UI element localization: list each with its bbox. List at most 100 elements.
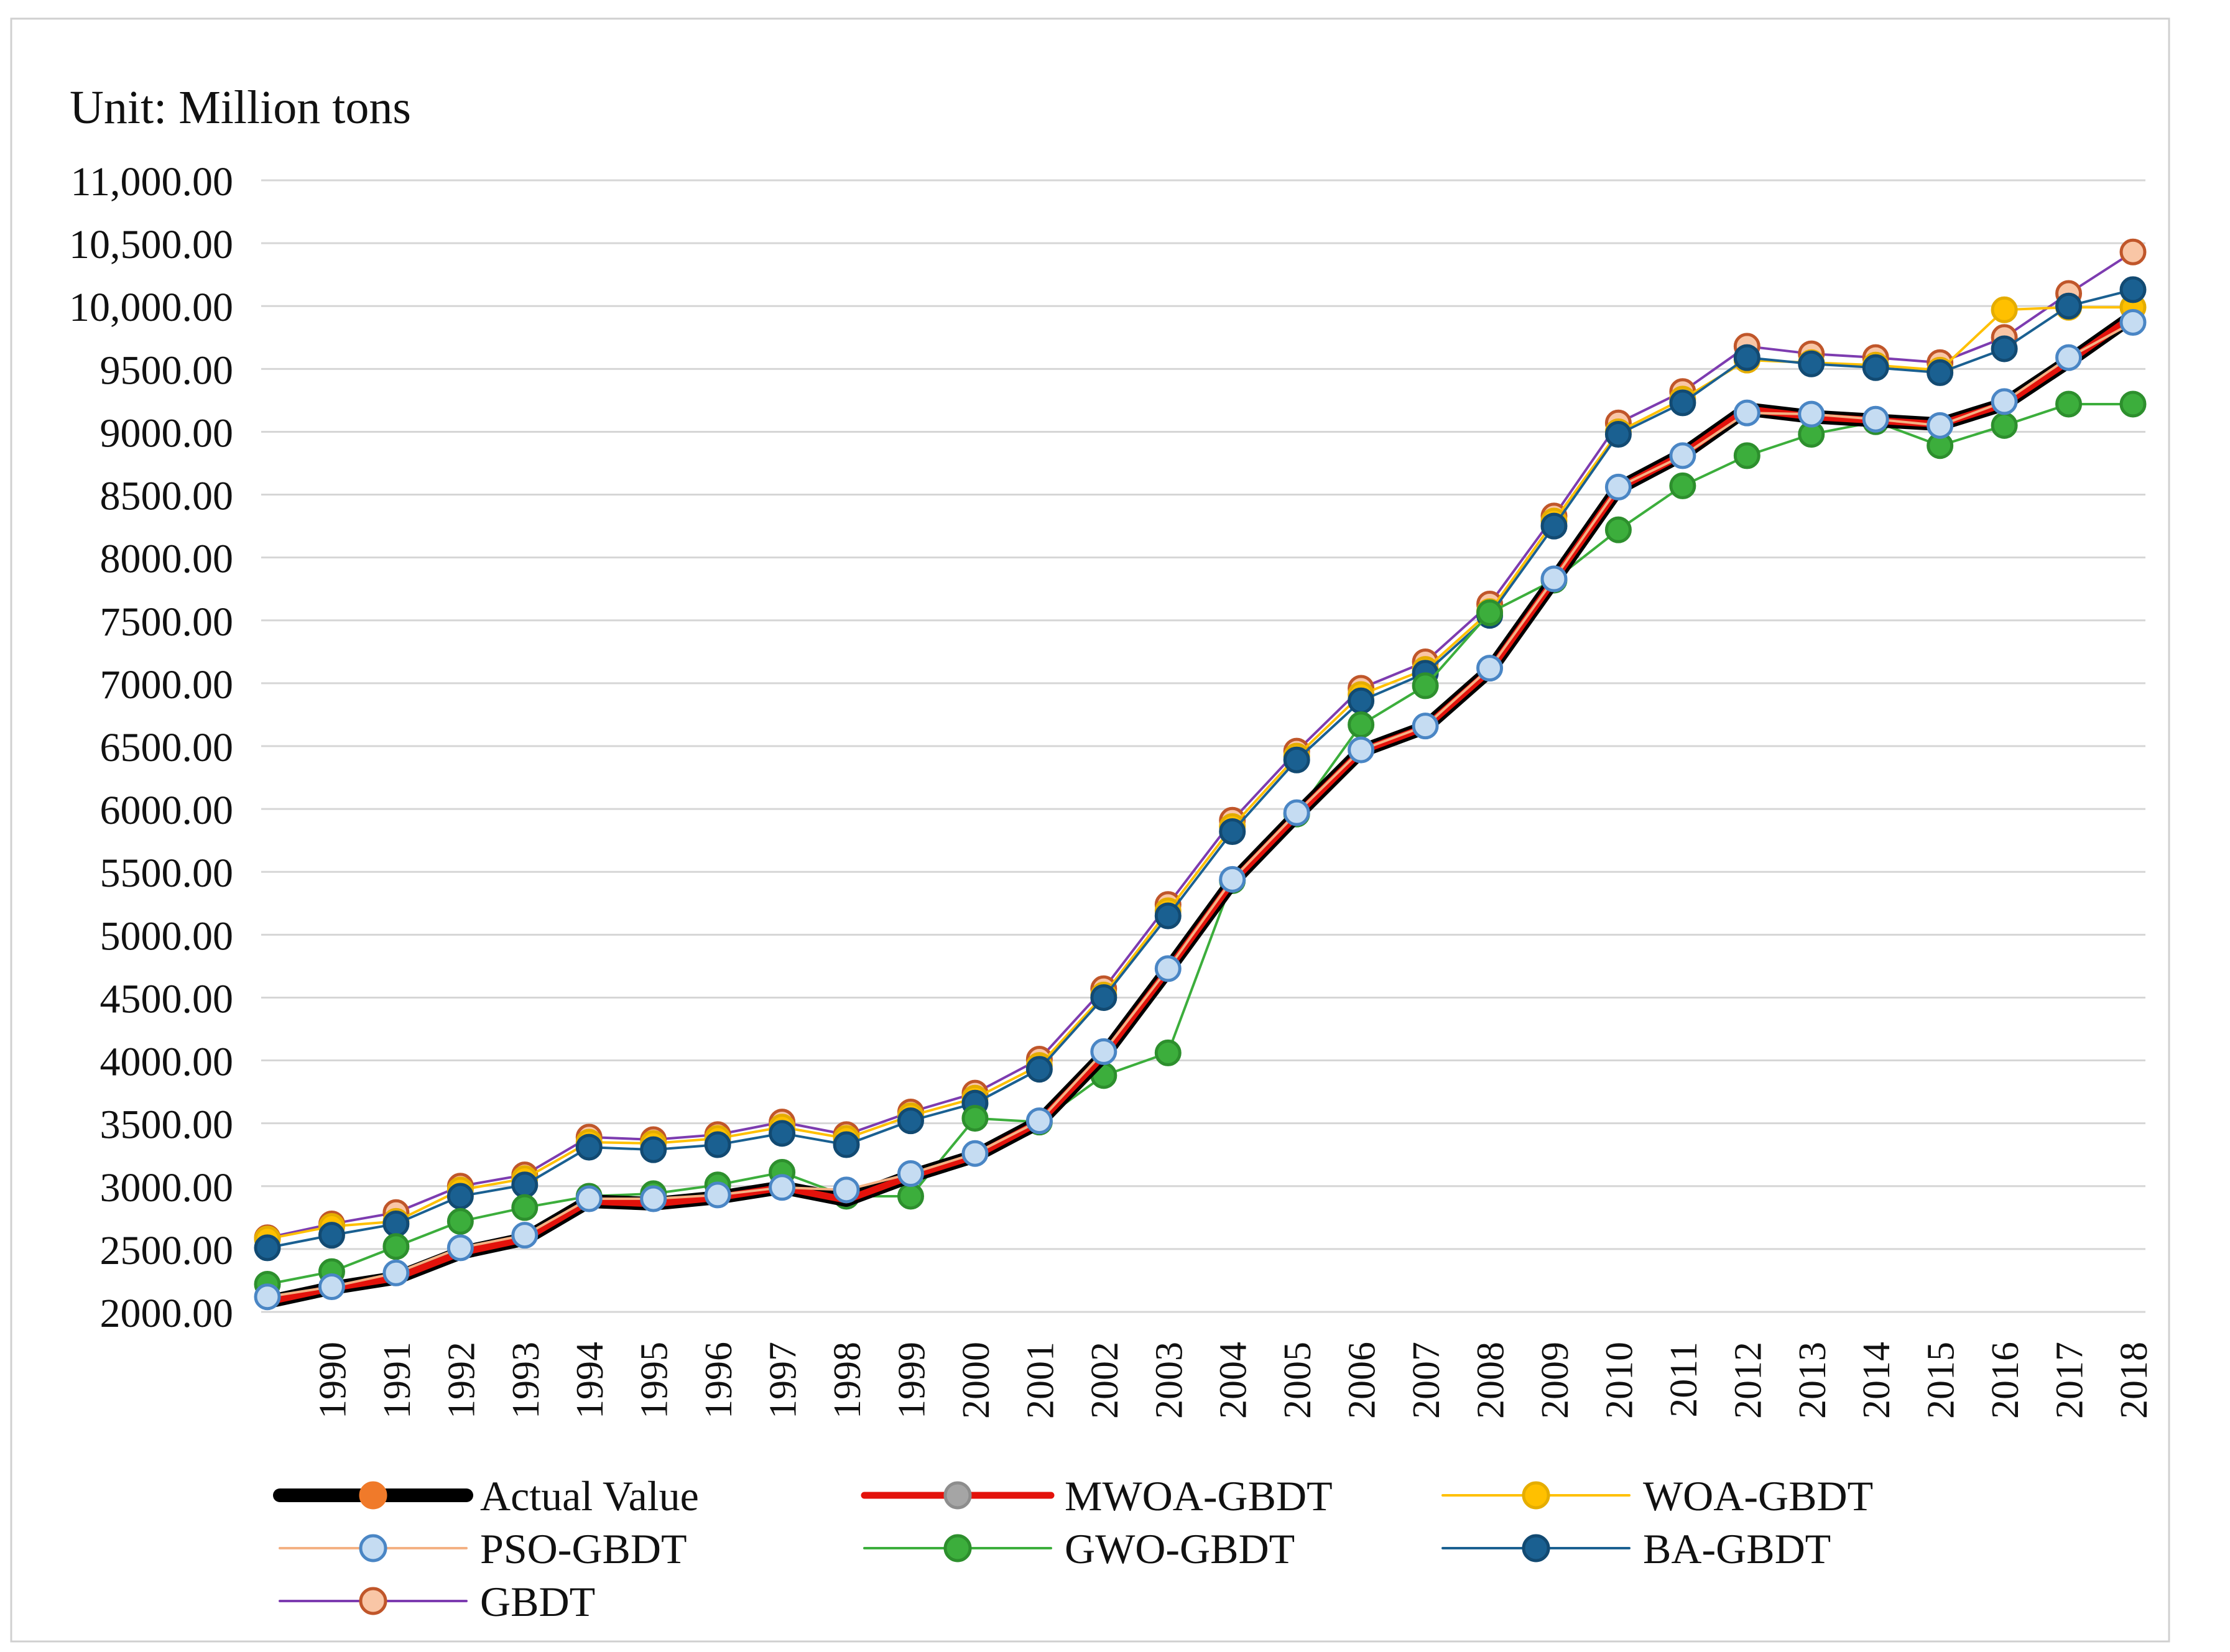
data-point <box>1154 955 1182 982</box>
series-ba-gbdt <box>254 276 2147 1262</box>
data-point <box>318 1273 345 1301</box>
data-point <box>382 1233 410 1260</box>
legend-label: PSO-GBDT <box>480 1525 687 1572</box>
legend-label: MWOA-GBDT <box>1065 1472 1333 1520</box>
x-tick-label: 2010 <box>1598 1342 1640 1419</box>
legend-swatch-marker <box>1522 1481 1550 1510</box>
x-tick-label: 2014 <box>1856 1342 1898 1419</box>
y-axis-ticks: 2000.00 2500.00 3000.00 3500.00 4000.00 4500.… <box>69 159 233 1336</box>
x-tick-label: 2001 <box>1019 1342 1062 1419</box>
legend-item: GWO-GBDT <box>863 1525 1295 1572</box>
legend-label: GBDT <box>480 1578 595 1625</box>
data-point <box>1283 799 1310 826</box>
data-point <box>1604 516 1632 543</box>
data-point <box>897 1107 924 1135</box>
y-tick-label: 3000.00 <box>100 1165 234 1211</box>
x-tick-label: 2018 <box>2113 1342 2155 1419</box>
y-tick-label: 10,500.00 <box>69 222 233 267</box>
series-pso-gbdt <box>254 309 2147 1311</box>
data-point <box>511 1222 539 1249</box>
data-point <box>511 1194 539 1221</box>
y-tick-label: 9500.00 <box>100 348 234 393</box>
unit-label: Unit: Million tons <box>70 81 411 134</box>
x-tick-label: 2016 <box>1984 1342 2027 1419</box>
legend-item: Actual Value <box>273 1472 699 1520</box>
y-tick-label: 5500.00 <box>100 851 234 896</box>
x-tick-label: 1998 <box>826 1342 869 1419</box>
x-tick-label: 2015 <box>1920 1342 1963 1419</box>
data-point <box>511 1171 539 1199</box>
data-point <box>382 1259 410 1286</box>
y-tick-label: 6000.00 <box>100 788 234 833</box>
data-point <box>1733 344 1760 371</box>
data-point <box>1991 412 2018 439</box>
data-point <box>2055 292 2083 320</box>
data-point <box>961 1105 989 1132</box>
legend-label: GWO-GBDT <box>1065 1525 1295 1572</box>
data-point <box>640 1136 667 1163</box>
x-tick-label: 2008 <box>1470 1342 1512 1419</box>
y-tick-label: 7000.00 <box>100 662 234 708</box>
legend-label: Actual Value <box>480 1472 699 1520</box>
data-point <box>1927 412 1954 439</box>
x-tick-label: 2000 <box>955 1342 997 1419</box>
data-point <box>446 1234 474 1262</box>
data-point <box>1862 405 1889 433</box>
data-point <box>1927 359 1954 386</box>
x-tick-label: 2012 <box>1727 1342 1769 1419</box>
data-point <box>1154 1039 1182 1066</box>
data-point <box>1219 865 1246 893</box>
data-point <box>1476 655 1504 682</box>
data-point <box>1476 599 1504 627</box>
legend-label: WOA-GBDT <box>1643 1472 1873 1520</box>
y-tick-label: 4000.00 <box>100 1040 234 1085</box>
data-point <box>446 1183 474 1210</box>
legend-item: GBDT <box>279 1578 595 1625</box>
data-point <box>833 1131 860 1158</box>
data-point <box>446 1207 474 1235</box>
data-point <box>1025 1056 1053 1083</box>
y-tick-label: 8000.00 <box>100 537 234 582</box>
data-point <box>704 1131 731 1158</box>
x-tick-label: 1995 <box>634 1342 676 1419</box>
y-tick-label: 11,000.00 <box>70 159 233 205</box>
x-tick-label: 2004 <box>1213 1342 1255 1419</box>
data-point <box>897 1160 924 1188</box>
x-tick-label: 2005 <box>1277 1342 1319 1419</box>
data-point <box>1348 736 1375 764</box>
data-point <box>769 1120 796 1147</box>
x-tick-label: 2007 <box>1405 1342 1448 1419</box>
data-point <box>1540 565 1568 593</box>
y-tick-label: 6500.00 <box>100 725 234 770</box>
x-axis-ticks: 1990 1991 1992 1993 1994 1995 1996 1997 1998 1999… <box>312 1342 2155 1419</box>
legend-swatch-marker <box>359 1534 387 1562</box>
data-point <box>1669 389 1696 417</box>
x-tick-label: 2013 <box>1792 1342 1834 1419</box>
data-point <box>640 1185 667 1212</box>
legend-swatch-marker <box>1522 1534 1550 1562</box>
y-tick-label: 4500.00 <box>100 976 234 1022</box>
data-point <box>1669 442 1696 469</box>
x-tick-label: 1992 <box>440 1342 483 1419</box>
x-tick-label: 2002 <box>1084 1342 1126 1419</box>
data-point <box>1604 473 1632 501</box>
legend-item: PSO-GBDT <box>279 1525 687 1572</box>
chart-frame <box>10 17 2170 1643</box>
data-point <box>254 1234 281 1262</box>
data-point <box>2119 309 2147 336</box>
data-point <box>1348 711 1375 739</box>
data-point <box>2119 238 2147 265</box>
data-point <box>1733 399 1760 427</box>
data-point <box>1862 354 1889 381</box>
data-point <box>318 1222 345 1249</box>
data-point <box>704 1181 731 1209</box>
x-tick-label: 2006 <box>1341 1342 1384 1419</box>
legend-item: BA-GBDT <box>1441 1525 1831 1572</box>
data-point <box>833 1176 860 1204</box>
data-point <box>1090 984 1117 1011</box>
data-point <box>2119 390 2147 418</box>
legend-label: BA-GBDT <box>1643 1525 1831 1572</box>
data-point <box>2119 276 2147 303</box>
data-point <box>1991 296 2018 323</box>
